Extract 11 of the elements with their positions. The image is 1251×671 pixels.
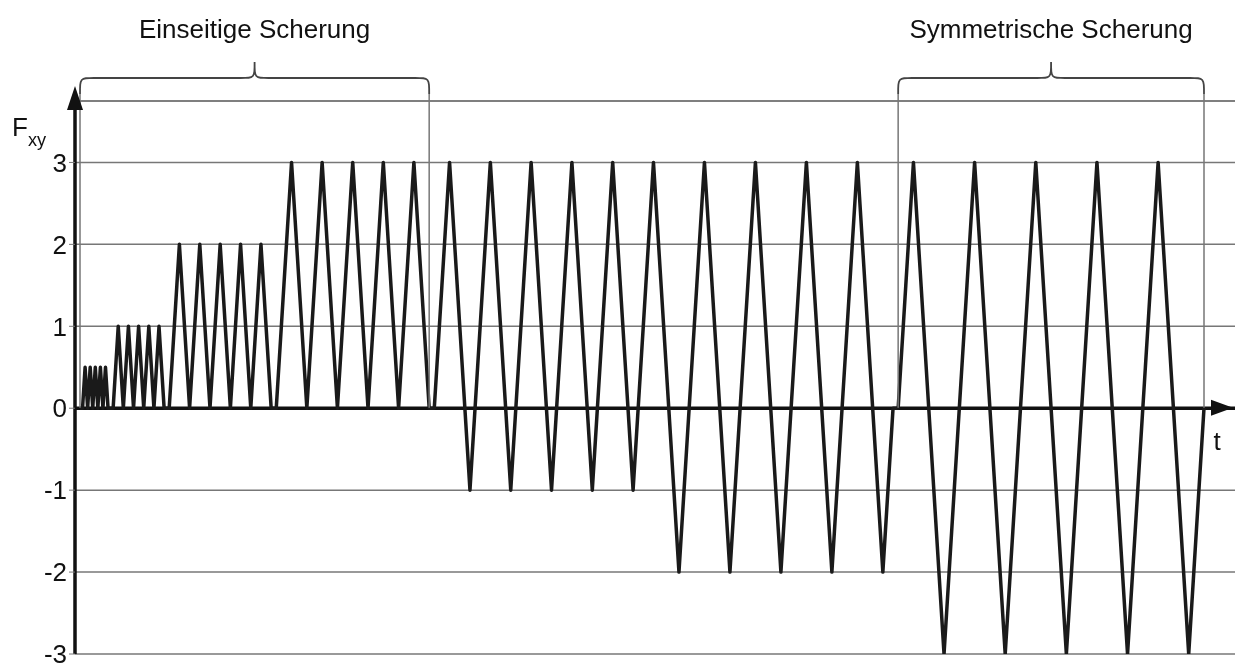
x-axis-title: t [1213, 425, 1222, 456]
y-tick-label: -2 [43, 557, 67, 588]
text: Symmetrische Scherung [909, 14, 1193, 44]
y-tick-label: 0 [52, 393, 67, 424]
y-tick-label: 1 [52, 311, 67, 342]
y-tick-label: -1 [43, 475, 67, 506]
y-tick-label: 3 [52, 147, 67, 178]
text: Einseitige Scherung [138, 14, 371, 44]
y-axis-title: F$_{xy}$ [12, 112, 47, 150]
y-tick-label: -3 [43, 639, 67, 670]
y-tick-label: 2 [52, 229, 67, 260]
